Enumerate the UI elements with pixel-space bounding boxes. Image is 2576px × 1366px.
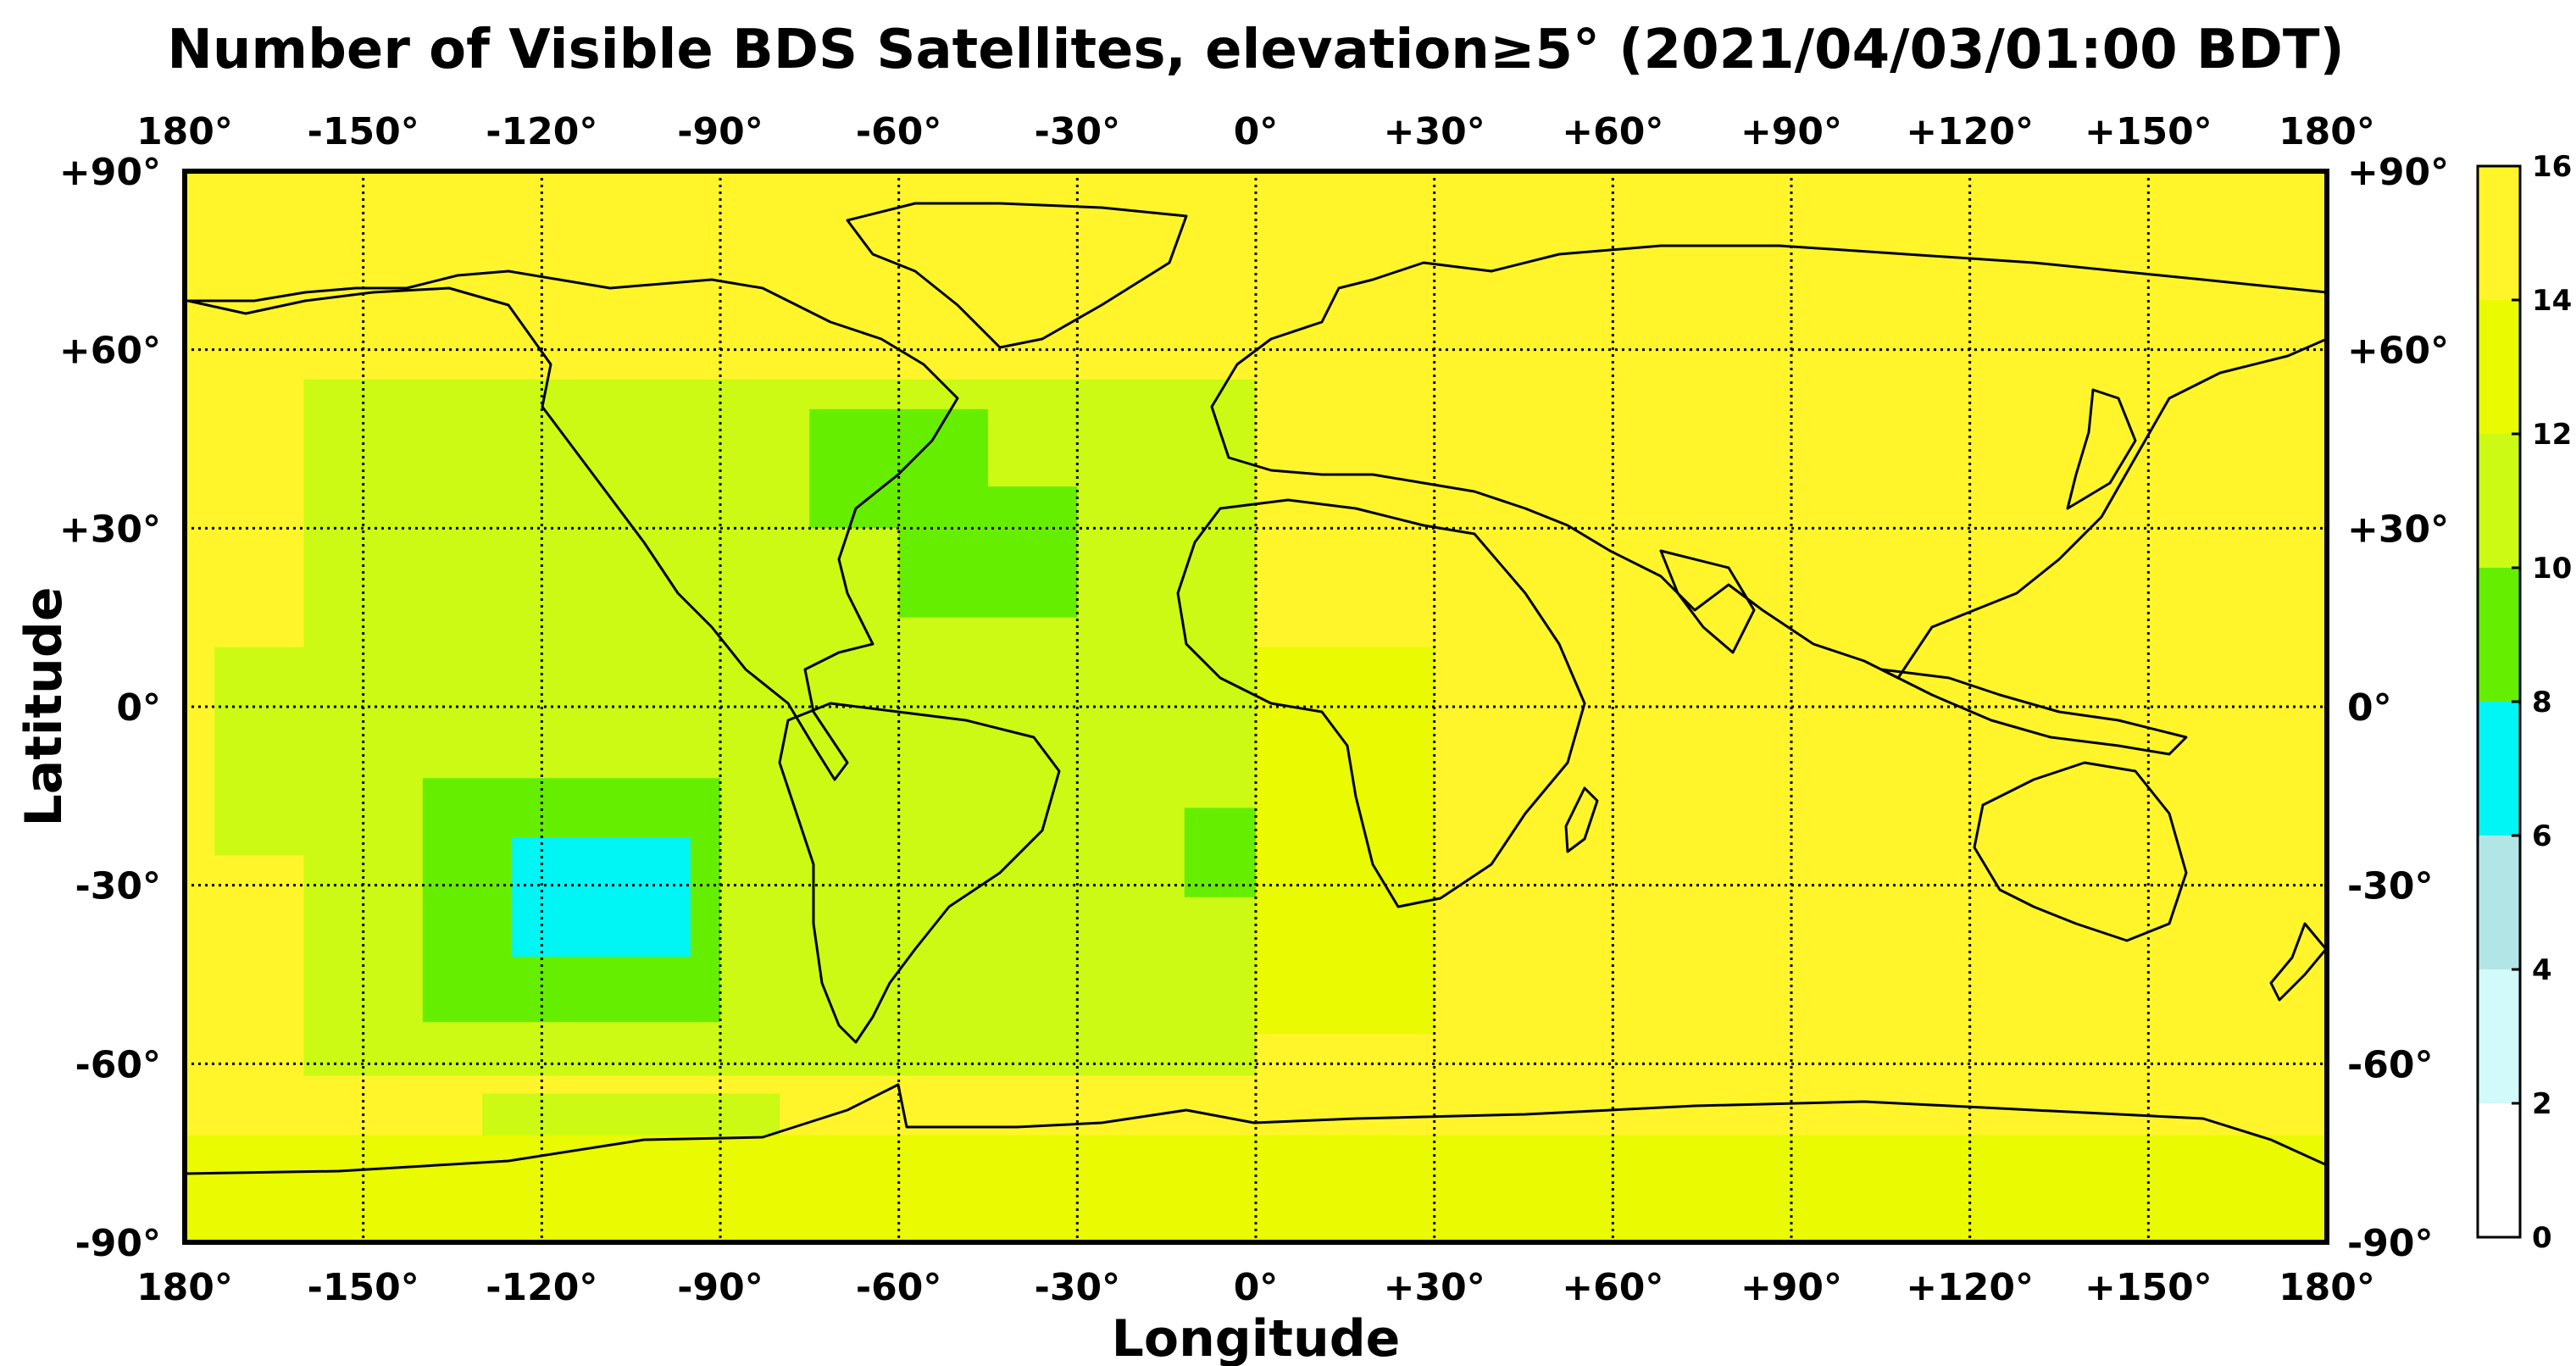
longitude-tick-label: 0° — [1234, 110, 1279, 153]
longitude-ticks-bottom: 180° -150° -120° -90° -60° -30° 0° +30° +60° +90°… — [136, 1266, 2375, 1309]
colorbar-segment — [2478, 568, 2520, 702]
latitude-tick-label: -60° — [75, 1043, 162, 1086]
latitude-tick-label: -90° — [75, 1222, 162, 1265]
colorbar-segment — [2478, 836, 2520, 969]
latitude-tick-label: 0° — [2347, 686, 2392, 730]
heat-region-southwest-pacific-fringe — [214, 647, 364, 856]
colorbar — [2476, 164, 2522, 1239]
coastline-antarctica — [185, 1083, 2327, 1175]
longitude-tick-label: -90° — [677, 1266, 763, 1309]
colorbar-tick-label: 2 — [2532, 1087, 2552, 1121]
longitude-tick-label: -90° — [677, 110, 763, 153]
colorbar-segment — [2478, 702, 2520, 836]
longitude-tick-label: 180° — [2279, 1266, 2375, 1309]
latitude-tick-label: +90° — [59, 151, 161, 194]
colorbar-tick-label: 16 — [2532, 150, 2572, 184]
longitude-tick-label: +150° — [2085, 1266, 2212, 1309]
chart-title: Number of Visible BDS Satellites, elevat… — [167, 19, 2344, 81]
colorbar-segment — [2478, 434, 2520, 568]
latitude-tick-label: 0° — [116, 686, 161, 730]
longitude-tick-label: -150° — [308, 110, 419, 153]
coastline-greenland — [846, 202, 1188, 349]
longitude-tick-label: -30° — [1035, 110, 1121, 153]
latitude-tick-label: +60° — [59, 330, 161, 373]
longitude-tick-label: -120° — [486, 110, 597, 153]
colorbar-tick-label: 6 — [2532, 819, 2552, 853]
colorbar-segment — [2478, 166, 2520, 300]
longitude-tick-label: 180° — [136, 1266, 233, 1309]
longitude-tick-label: -120° — [486, 1266, 597, 1309]
coastline-south-america — [778, 702, 1061, 1044]
colorbar-tick-label: 12 — [2532, 418, 2572, 452]
latitude-tick-label: -90° — [2347, 1222, 2434, 1265]
heat-region-southeast-pacific-minimum — [512, 837, 691, 957]
longitude-tick-label: -150° — [308, 1266, 419, 1309]
coastline-africa — [1176, 498, 1586, 908]
heat-region-south-atlantic-low — [1184, 808, 1256, 897]
longitude-tick-label: 180° — [136, 110, 233, 153]
latitude-tick-label: -60° — [2347, 1043, 2434, 1086]
coastline-eurasia — [1210, 244, 2327, 680]
colorbar-segment — [2478, 1103, 2520, 1237]
coastline-australia — [1973, 761, 2188, 942]
longitude-tick-label: +30° — [1384, 110, 1485, 153]
latitude-tick-label: +60° — [2347, 330, 2449, 373]
longitude-tick-label: -60° — [856, 110, 942, 153]
graticule — [185, 171, 2327, 1242]
longitude-tick-label: +90° — [1740, 110, 1842, 153]
longitude-tick-label: +150° — [2085, 110, 2212, 153]
longitude-tick-label: 180° — [2279, 110, 2375, 153]
longitude-ticks-top: 180° -150° -120° -90° -60° -30° 0° +30° +60° +90°… — [136, 110, 2375, 153]
coastline-india — [1659, 549, 1756, 654]
heat-region-central-atlantic-low — [898, 486, 1078, 618]
colorbar-tick-label: 8 — [2532, 686, 2552, 719]
longitude-tick-label: -30° — [1035, 1266, 1121, 1309]
colorbar-segment — [2478, 969, 2520, 1103]
longitude-tick-label: +60° — [1562, 1266, 1663, 1309]
latitude-tick-label: +30° — [2347, 508, 2449, 551]
colorbar-segment — [2478, 300, 2520, 434]
map-frame — [182, 169, 2329, 1245]
longitude-tick-label: +30° — [1384, 1266, 1485, 1309]
colorbar-tick-label: 0 — [2532, 1221, 2552, 1255]
map-area — [185, 171, 2327, 1242]
latitude-ticks-left: +90° +60° +30° 0° -30° -60° -90° — [59, 151, 161, 1265]
coastline-madagascar — [1564, 786, 1599, 853]
colorbar-ticks: 0 2 4 6 8 10 12 14 16 — [2512, 150, 2572, 1255]
colorbar-tick-label: 10 — [2532, 552, 2572, 586]
coastlines — [185, 202, 2327, 1175]
longitude-tick-label: 0° — [1234, 1266, 1279, 1309]
latitude-tick-label: -30° — [2347, 865, 2434, 908]
y-axis-label: Latitude — [14, 586, 74, 826]
coastline-japan — [2066, 388, 2137, 510]
heat-region-africa-atlantic-band — [1256, 647, 1435, 1035]
colorbar-tick-label: 14 — [2532, 284, 2572, 318]
colorbar-tick-label: 4 — [2532, 953, 2552, 987]
coastline-maritime-se-asia — [1879, 668, 2188, 756]
longitude-tick-label: +120° — [1906, 1266, 2034, 1309]
longitude-tick-label: -60° — [856, 1266, 942, 1309]
latitude-ticks-right: +90° +60° +30° 0° -30° -60° -90° — [2347, 151, 2449, 1265]
latitude-tick-label: +90° — [2347, 151, 2449, 194]
x-axis-label: Longitude — [1112, 1309, 1401, 1366]
longitude-tick-label: +60° — [1562, 110, 1663, 153]
longitude-tick-label: +120° — [1906, 110, 2034, 153]
coastline-north-america — [186, 269, 959, 781]
latitude-tick-label: -30° — [75, 865, 162, 908]
longitude-tick-label: +90° — [1740, 1266, 1842, 1309]
latitude-tick-label: +30° — [59, 508, 161, 551]
